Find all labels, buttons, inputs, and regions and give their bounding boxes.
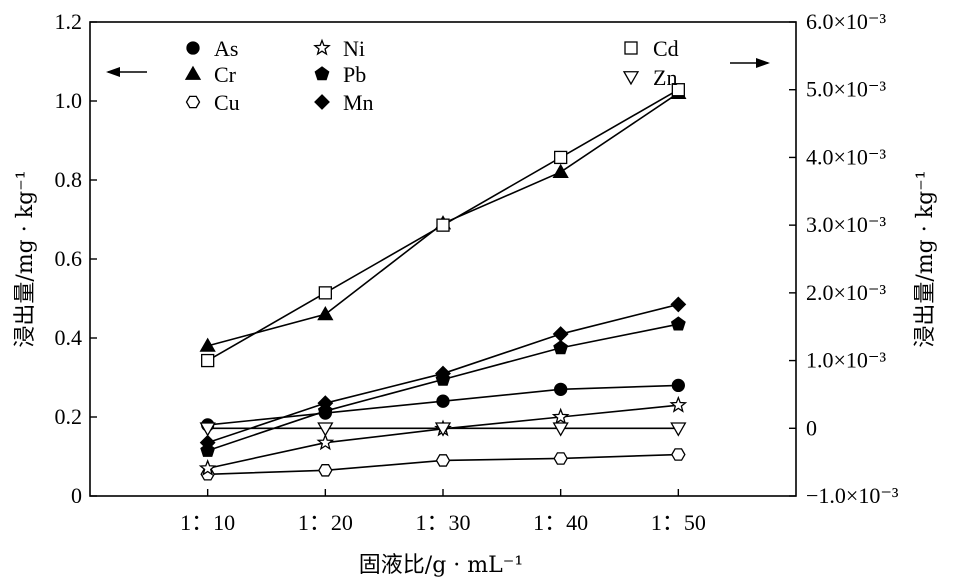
x-tick-label: 1：10 bbox=[180, 510, 235, 535]
legend-marker-zn bbox=[622, 71, 640, 86]
data-point-cd bbox=[554, 150, 568, 165]
data-point-as bbox=[436, 394, 450, 408]
right-tick-label: 0 bbox=[806, 415, 817, 440]
right-y-axis-ticks: −1.0×10⁻³ 0 1.0×10⁻³ 2.0×10⁻³ 3.0×10⁻³ 4.0×10… bbox=[789, 9, 899, 508]
legend-marker-mn bbox=[314, 94, 330, 110]
legend-entry-cr: Cr bbox=[184, 62, 237, 87]
data-point-cd bbox=[436, 218, 450, 232]
left-y-axis-label: 浸出量/mg · kg⁻¹ bbox=[13, 170, 38, 347]
legend-label-cu: Cu bbox=[214, 90, 240, 115]
left-tick-label: 0.4 bbox=[55, 325, 83, 350]
data-point-zn bbox=[670, 422, 687, 437]
series-cu bbox=[200, 448, 686, 481]
data-point-cd bbox=[318, 286, 332, 300]
data-point-mn bbox=[670, 296, 687, 313]
legend-entry-mn: Mn bbox=[314, 90, 374, 115]
data-point-ni bbox=[669, 395, 688, 413]
data-point-ni bbox=[551, 407, 570, 425]
legend-label-cd: Cd bbox=[653, 36, 679, 61]
data-point-pb bbox=[670, 316, 686, 331]
legend-entry-zn: Zn bbox=[622, 65, 677, 90]
data-point-cu bbox=[671, 448, 686, 461]
data-point-mn bbox=[199, 434, 216, 451]
x-axis-label: 固液比/g · mL⁻¹ bbox=[359, 553, 523, 578]
left-tick-label: 1.2 bbox=[55, 9, 83, 34]
left-tick-label: 0.2 bbox=[55, 404, 83, 429]
right-tick-label: 1.0×10⁻³ bbox=[806, 348, 887, 373]
legend-label-zn: Zn bbox=[653, 65, 677, 90]
data-point-pb bbox=[553, 340, 569, 355]
legend-label-pb: Pb bbox=[343, 62, 366, 87]
axis-arrow-right bbox=[730, 58, 770, 68]
x-axis-ticks: 1：10 1：20 1：30 1：40 1：50 bbox=[180, 489, 706, 535]
data-point-cr bbox=[199, 337, 216, 352]
data-point-cr bbox=[552, 163, 569, 179]
legend-label-mn: Mn bbox=[343, 90, 374, 115]
legend-marker-cr bbox=[184, 65, 202, 80]
axis-arrows bbox=[106, 58, 770, 77]
left-tick-label: 0.6 bbox=[55, 246, 83, 271]
left-y-axis-ticks: 0 0.2 0.4 0.6 0.8 1.0 1.2 bbox=[55, 9, 97, 508]
x-tick-label: 1：20 bbox=[298, 510, 353, 535]
data-point-cu bbox=[435, 454, 451, 467]
series-layer bbox=[198, 83, 688, 481]
legend-entry-pb: Pb bbox=[314, 62, 366, 87]
data-point-cd bbox=[671, 83, 685, 97]
right-tick-label: 3.0×10⁻³ bbox=[806, 212, 887, 237]
legend-marker-as bbox=[186, 41, 200, 55]
axis-arrow-left bbox=[106, 67, 147, 77]
data-point-mn bbox=[317, 395, 334, 412]
x-tick-label: 1：40 bbox=[533, 510, 588, 535]
data-point-ni bbox=[198, 459, 217, 476]
right-tick-label: −1.0×10⁻³ bbox=[806, 483, 899, 508]
legend-entry-ni: Ni bbox=[313, 36, 365, 61]
legend-marker-ni bbox=[313, 38, 331, 56]
data-point-mn bbox=[552, 326, 569, 342]
data-point-cd bbox=[201, 353, 215, 368]
data-point-zn bbox=[199, 422, 216, 437]
left-tick-label: 0 bbox=[71, 483, 82, 508]
series-mn bbox=[199, 296, 687, 451]
left-tick-label: 0.8 bbox=[55, 167, 83, 192]
legend-marker-pb bbox=[314, 66, 330, 81]
right-tick-label: 4.0×10⁻³ bbox=[806, 144, 887, 169]
legend-label-cr: Cr bbox=[214, 62, 237, 87]
x-tick-label: 1：30 bbox=[415, 510, 470, 535]
right-y-axis-label: 浸出量/mg · kg⁻¹ bbox=[913, 170, 938, 347]
legend-label-ni: Ni bbox=[343, 36, 365, 61]
data-point-mn bbox=[435, 365, 451, 382]
right-tick-label: 5.0×10⁻³ bbox=[806, 77, 887, 102]
right-tick-label: 2.0×10⁻³ bbox=[806, 280, 887, 305]
right-tick-label: 6.0×10⁻³ bbox=[806, 9, 887, 34]
legend-entry-cd: Cd bbox=[624, 36, 679, 61]
legend-entry-cu: Cu bbox=[185, 90, 240, 115]
series-cd bbox=[201, 83, 685, 368]
data-point-cr bbox=[317, 305, 334, 321]
data-point-cu bbox=[553, 452, 568, 465]
data-point-zn bbox=[434, 422, 452, 437]
data-point-cu bbox=[318, 464, 333, 477]
x-tick-label: 1：50 bbox=[651, 510, 706, 535]
data-point-zn bbox=[317, 422, 334, 437]
legend-entry-as: As bbox=[186, 36, 238, 61]
left-tick-label: 1.0 bbox=[55, 88, 83, 113]
legend-marker-cd bbox=[624, 41, 638, 55]
series-zn bbox=[199, 422, 687, 437]
data-point-zn bbox=[552, 422, 569, 437]
data-point-as bbox=[671, 378, 685, 393]
legend-marker-cu bbox=[185, 95, 201, 109]
data-point-ni bbox=[316, 433, 335, 451]
legend-label-as: As bbox=[214, 36, 238, 61]
data-point-as bbox=[554, 382, 568, 397]
